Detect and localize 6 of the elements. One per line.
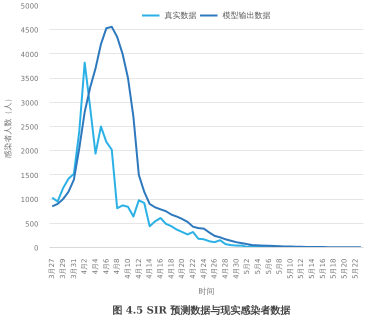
line-series xyxy=(51,26,362,248)
legend-label: 模型输出数据 xyxy=(222,10,270,20)
y-axis-title: 感染者人数（人） xyxy=(4,94,13,158)
legend-label: 真实数据 xyxy=(164,10,196,20)
text: 图 4.5 SIR 预测数据与现实感染者数据 xyxy=(112,304,290,316)
x-axis-title: 时间 xyxy=(198,286,214,296)
